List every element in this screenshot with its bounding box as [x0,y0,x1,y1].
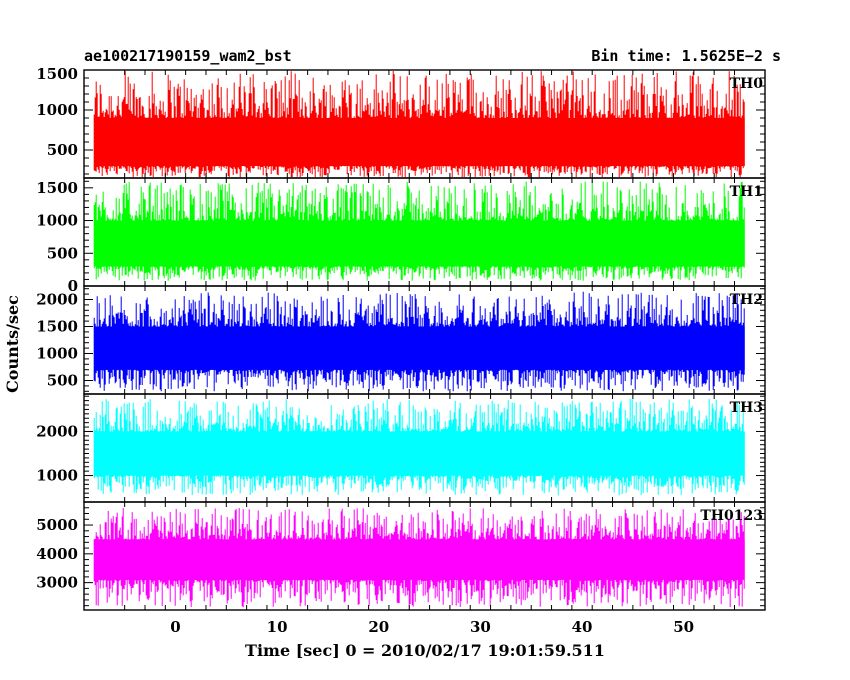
y-tick-label: 5000 [36,516,78,534]
series-line-th2 [93,291,745,392]
series-line-th0 [93,71,745,177]
panel-th0123: 3000 4000 5000 TH0123 [36,501,766,611]
y-tick-label: 2000 [36,422,78,440]
x-tick-label: 20 [368,618,389,636]
panel-frame [83,501,766,611]
x-tick-label: 50 [673,618,694,636]
y-tick-label: 1000 [36,101,78,119]
x-tick-label: 40 [572,618,593,636]
panel-th2: 500 1000 1500 2000 TH2 [36,285,766,395]
panels-group: 500 1000 1500 TH0 0 500 1000 1500 TH1 500 1000 1500… [36,65,766,611]
y-tick-label: 1000 [36,212,78,230]
y-tick-label: 500 [47,244,78,262]
x-axis-title: Time [sec] 0 = 2010/02/17 19:01:59.511 [245,641,605,660]
y-tick-label: 1500 [36,65,78,83]
x-tick-label: 10 [267,618,288,636]
y-tick-label: 3000 [36,574,78,592]
x-tick-label: 0 [170,618,180,636]
panel-th3: 1000 2000 TH3 [36,393,766,503]
y-tick-label: 4000 [36,545,78,563]
y-tick-label: 1500 [36,179,78,197]
x-tick-label: 30 [470,618,491,636]
series-line-th1 [93,181,745,281]
y-axis-title: Counts/sec [3,295,22,393]
chart-title: ae100217190159_wam2_bst [84,47,292,65]
series-line-th3 [93,398,745,496]
y-tick-label: 0 [68,277,78,295]
x-axis: 0 10 20 30 40 50 [170,618,694,636]
panel-label-th0: TH0 [730,76,764,92]
panel-label-th0123: TH0123 [700,508,763,524]
y-tick-label: 1000 [36,467,78,485]
panel-label-th2: TH2 [730,292,763,308]
y-tick-label: 500 [47,372,78,390]
panel-label-th1: TH1 [730,184,763,200]
bin-time-label: Bin time: 1.5625E−2 s [591,47,781,65]
y-tick-label: 1000 [36,345,78,363]
panel-th0: 500 1000 1500 TH0 [36,65,766,179]
panel-th1: 0 500 1000 1500 TH1 [36,177,766,295]
y-tick-label: 500 [47,141,78,159]
y-tick-label: 2000 [36,291,78,309]
panel-label-th3: TH3 [730,400,763,416]
y-tick-label: 1500 [36,318,78,336]
series-line-th0123 [93,508,745,608]
